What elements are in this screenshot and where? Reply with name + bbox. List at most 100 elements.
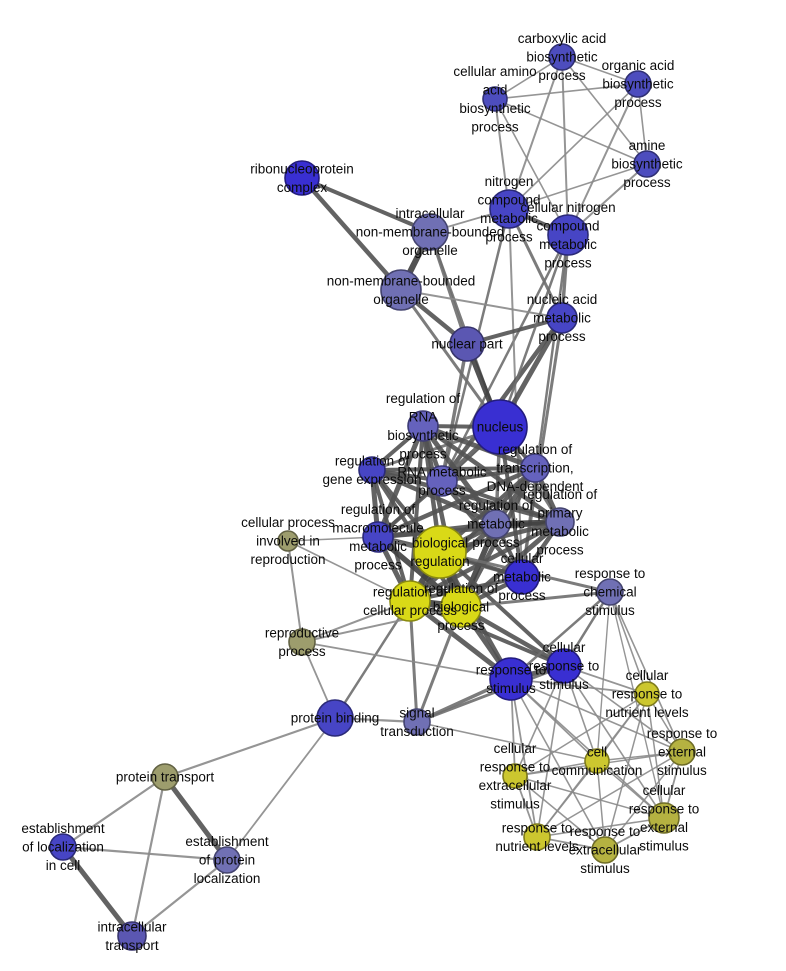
node-protein-transport[interactable] [151,763,179,791]
node-regulation-of-macromolecule-metabolic-process[interactable] [362,521,394,553]
node-establishment-of-localization-in-cell[interactable] [49,833,77,861]
edge-regulation-of-gene-expression--regulation-of-primary-metabolic-process[interactable] [369,467,563,525]
edge-establishment-of-localization-in-cell--intracellular-transport[interactable] [60,844,135,939]
edge-carboxylic-acid-biosynthetic-process--cellular-nitrogen-compound-metabolic-process[interactable] [561,56,569,236]
node-cellular-response-to-extracellular-stimulus[interactable] [502,763,528,789]
edge-cellular-process-involved-in-reproduction--reproductive-process[interactable] [287,540,303,643]
node-organic-acid-biosynthetic-process[interactable] [624,70,652,98]
edge-rna-metabolic-process--regulation-of-primary-metabolic-process[interactable] [440,479,562,524]
node-regulation-of-transcription-dna-dependent[interactable] [520,453,550,483]
edge-non-membrane-bounded-organelle--nucleus[interactable] [399,288,502,429]
edge-cellular-response-to-extracellular-stimulus--cellular-response-to-external-stimulus[interactable] [514,775,665,819]
edge-nitrogen-compound-metabolic-process--cellular-metabolic-process[interactable] [508,208,523,578]
node-ribonucleoprotein-complex[interactable] [284,160,320,196]
node-carboxylic-acid-biosynthetic-process[interactable] [548,43,576,71]
edge-regulation-of-cellular-process--cellular-process-involved-in-reproduction[interactable] [287,540,411,602]
edge-response-to-chemical-stimulus--cellular-response-to-external-stimulus[interactable] [609,591,665,819]
edge-response-to-stimulus--response-to-nutrient-levels[interactable] [510,678,538,838]
node-response-to-chemical-stimulus[interactable] [596,578,624,606]
node-cellular-response-to-external-stimulus[interactable] [648,802,680,834]
edge-regulation-of-transcription-dna-dependent--regulation-of-gene-expression[interactable] [370,466,537,472]
edge-ribonucleoprotein-complex--non-membrane-bounded-organelle[interactable] [299,175,404,293]
edge-protein-transport--establishment-of-localization-in-cell[interactable] [61,775,167,849]
edge-establishment-of-protein-localization--protein-binding[interactable] [226,717,336,861]
edge-reproductive-process--response-to-stimulus[interactable] [301,641,512,680]
node-cellular-nitrogen-compound-metabolic-process[interactable] [547,214,589,256]
node-nuclear-part[interactable] [449,326,485,362]
edge-response-to-external-stimulus--response-to-nutrient-levels[interactable] [536,751,683,838]
edge-nucleus--cellular-nitrogen-compound-metabolic-process[interactable] [498,233,570,429]
node-reproductive-process[interactable] [288,628,316,656]
edge-regulation-of-rna-biosynthetic-process--regulation-of-metabolic-process[interactable] [420,423,499,527]
node-regulation-of-biological-process[interactable] [440,586,482,628]
edge-biological-regulation--cellular-response-to-stimulus[interactable] [438,550,566,668]
edge-response-to-chemical-stimulus--response-to-stimulus[interactable] [509,590,612,681]
edge-cellular-amino-acid-biosynthetic-process--organic-acid-biosynthetic-process[interactable] [494,83,639,100]
edge-regulation-of-rna-biosynthetic-process--regulation-of-transcription-dna-dependent[interactable] [420,423,538,471]
edge-regulation-of-transcription-dna-dependent--regulation-of-macromolecule-metabolic-process[interactable] [375,465,538,540]
edge-carboxylic-acid-biosynthetic-process--amine-biosynthetic-process[interactable] [561,56,648,165]
edge-establishment-of-localization-in-cell--establishment-of-protein-localization[interactable] [61,845,229,862]
edge-cellular-response-to-external-stimulus--response-to-nutrient-levels[interactable] [536,817,665,838]
node-signal-transduction[interactable] [403,708,431,736]
edge-cellular-response-to-stimulus--cellular-response-to-external-stimulus[interactable] [563,665,665,819]
edge-regulation-of-cellular-process--cellular-response-to-stimulus[interactable] [408,599,566,668]
node-regulation-of-gene-expression[interactable] [358,456,386,484]
edge-carboxylic-acid-biosynthetic-process--nitrogen-compound-metabolic-process[interactable] [508,56,563,210]
edge-cellular-response-to-nutrient-levels--cellular-response-to-extracellular-stimulus[interactable] [514,693,648,777]
edge-response-to-stimulus--cellular-response-to-nutrient-levels[interactable] [510,678,648,695]
edge-protein-transport--intracellular-transport[interactable] [130,775,167,938]
edge-regulation-of-biological-process--response-to-chemical-stimulus[interactable] [459,590,612,609]
node-cellular-process-involved-in-reproduction[interactable] [277,530,299,552]
node-response-to-external-stimulus[interactable] [668,738,696,766]
node-intracellular-non-membrane-bounded-organelle[interactable] [411,213,449,251]
node-response-to-nutrient-levels[interactable] [523,823,551,851]
edge-nucleic-acid-metabolic-process--cellular-metabolic-process[interactable] [520,316,564,579]
edge-organic-acid-biosynthetic-process--nitrogen-compound-metabolic-process[interactable] [508,83,639,210]
edge-cellular-amino-acid-biosynthetic-process--amine-biosynthetic-process[interactable] [494,98,648,165]
edge-cellular-amino-acid-biosynthetic-process--cellular-nitrogen-compound-metabolic-process[interactable] [494,98,569,236]
edge-protein-binding--protein-transport[interactable] [163,716,337,779]
edge-establishment-of-protein-localization--intracellular-transport[interactable] [130,858,229,938]
node-cellular-response-to-nutrient-levels[interactable] [634,681,660,707]
edge-response-to-stimulus--response-to-extracellular-stimulus[interactable] [510,678,606,851]
edge-ribonucleoprotein-complex--intracellular-non-membrane-bounded-organelle[interactable] [300,176,432,234]
node-rna-metabolic-process[interactable] [426,465,458,497]
node-regulation-of-metabolic-process[interactable] [481,509,511,539]
edge-signal-transduction--cell-communication[interactable] [416,721,598,762]
node-amine-biosynthetic-process[interactable] [633,150,661,178]
edge-cellular-response-to-extracellular-stimulus--response-to-extracellular-stimulus[interactable] [514,775,606,851]
node-cell-communication[interactable] [584,748,610,774]
edge-amine-biosynthetic-process--nitrogen-compound-metabolic-process[interactable] [508,163,648,210]
edge-regulation-of-rna-biosynthetic-process--regulation-of-cellular-process[interactable] [408,424,425,603]
node-nitrogen-compound-metabolic-process[interactable] [489,189,529,229]
edge-cellular-response-to-stimulus--cellular-response-to-extracellular-stimulus[interactable] [514,665,565,777]
node-regulation-of-primary-metabolic-process[interactable] [545,507,575,537]
edge-organic-acid-biosynthetic-process--cellular-nitrogen-compound-metabolic-process[interactable] [567,83,639,236]
node-regulation-of-cellular-process[interactable] [389,580,431,622]
node-non-membrane-bounded-organelle[interactable] [380,269,422,311]
node-biological-regulation[interactable] [413,525,467,579]
node-cellular-amino-acid-biosynthetic-process[interactable] [482,86,508,112]
edge-cellular-response-to-stimulus--signal-transduction[interactable] [415,664,566,724]
edge-cellular-response-to-nutrient-levels--response-to-extracellular-stimulus[interactable] [604,693,648,851]
edge-nitrogen-compound-metabolic-process--nucleic-acid-metabolic-process[interactable] [507,207,564,320]
node-response-to-extracellular-stimulus[interactable] [591,836,619,864]
node-nucleus[interactable] [472,399,528,455]
edge-response-to-chemical-stimulus--response-to-external-stimulus[interactable] [609,591,683,753]
edge-response-to-chemical-stimulus--cell-communication[interactable] [596,591,611,762]
node-cellular-metabolic-process[interactable] [504,559,540,595]
edge-regulation-of-gene-expression--regulation-of-metabolic-process[interactable] [369,467,499,527]
edge-response-to-stimulus--cellular-response-to-external-stimulus[interactable] [510,678,665,819]
node-nucleic-acid-metabolic-process[interactable] [546,302,578,334]
edge-response-to-chemical-stimulus--cellular-response-to-nutrient-levels[interactable] [609,591,648,695]
edge-non-membrane-bounded-organelle--nucleic-acid-metabolic-process[interactable] [400,289,563,319]
edge-cell-communication--response-to-nutrient-levels[interactable] [536,760,598,838]
node-intracellular-transport[interactable] [117,921,147,951]
node-response-to-stimulus[interactable] [489,657,533,701]
node-cellular-response-to-stimulus[interactable] [546,648,582,684]
edge-protein-transport--establishment-of-protein-localization[interactable] [162,774,230,863]
edge-cell-communication--response-to-extracellular-stimulus[interactable] [596,760,606,851]
node-protein-binding[interactable] [316,699,354,737]
edge-regulation-of-biological-process--reproductive-process[interactable] [301,606,462,643]
